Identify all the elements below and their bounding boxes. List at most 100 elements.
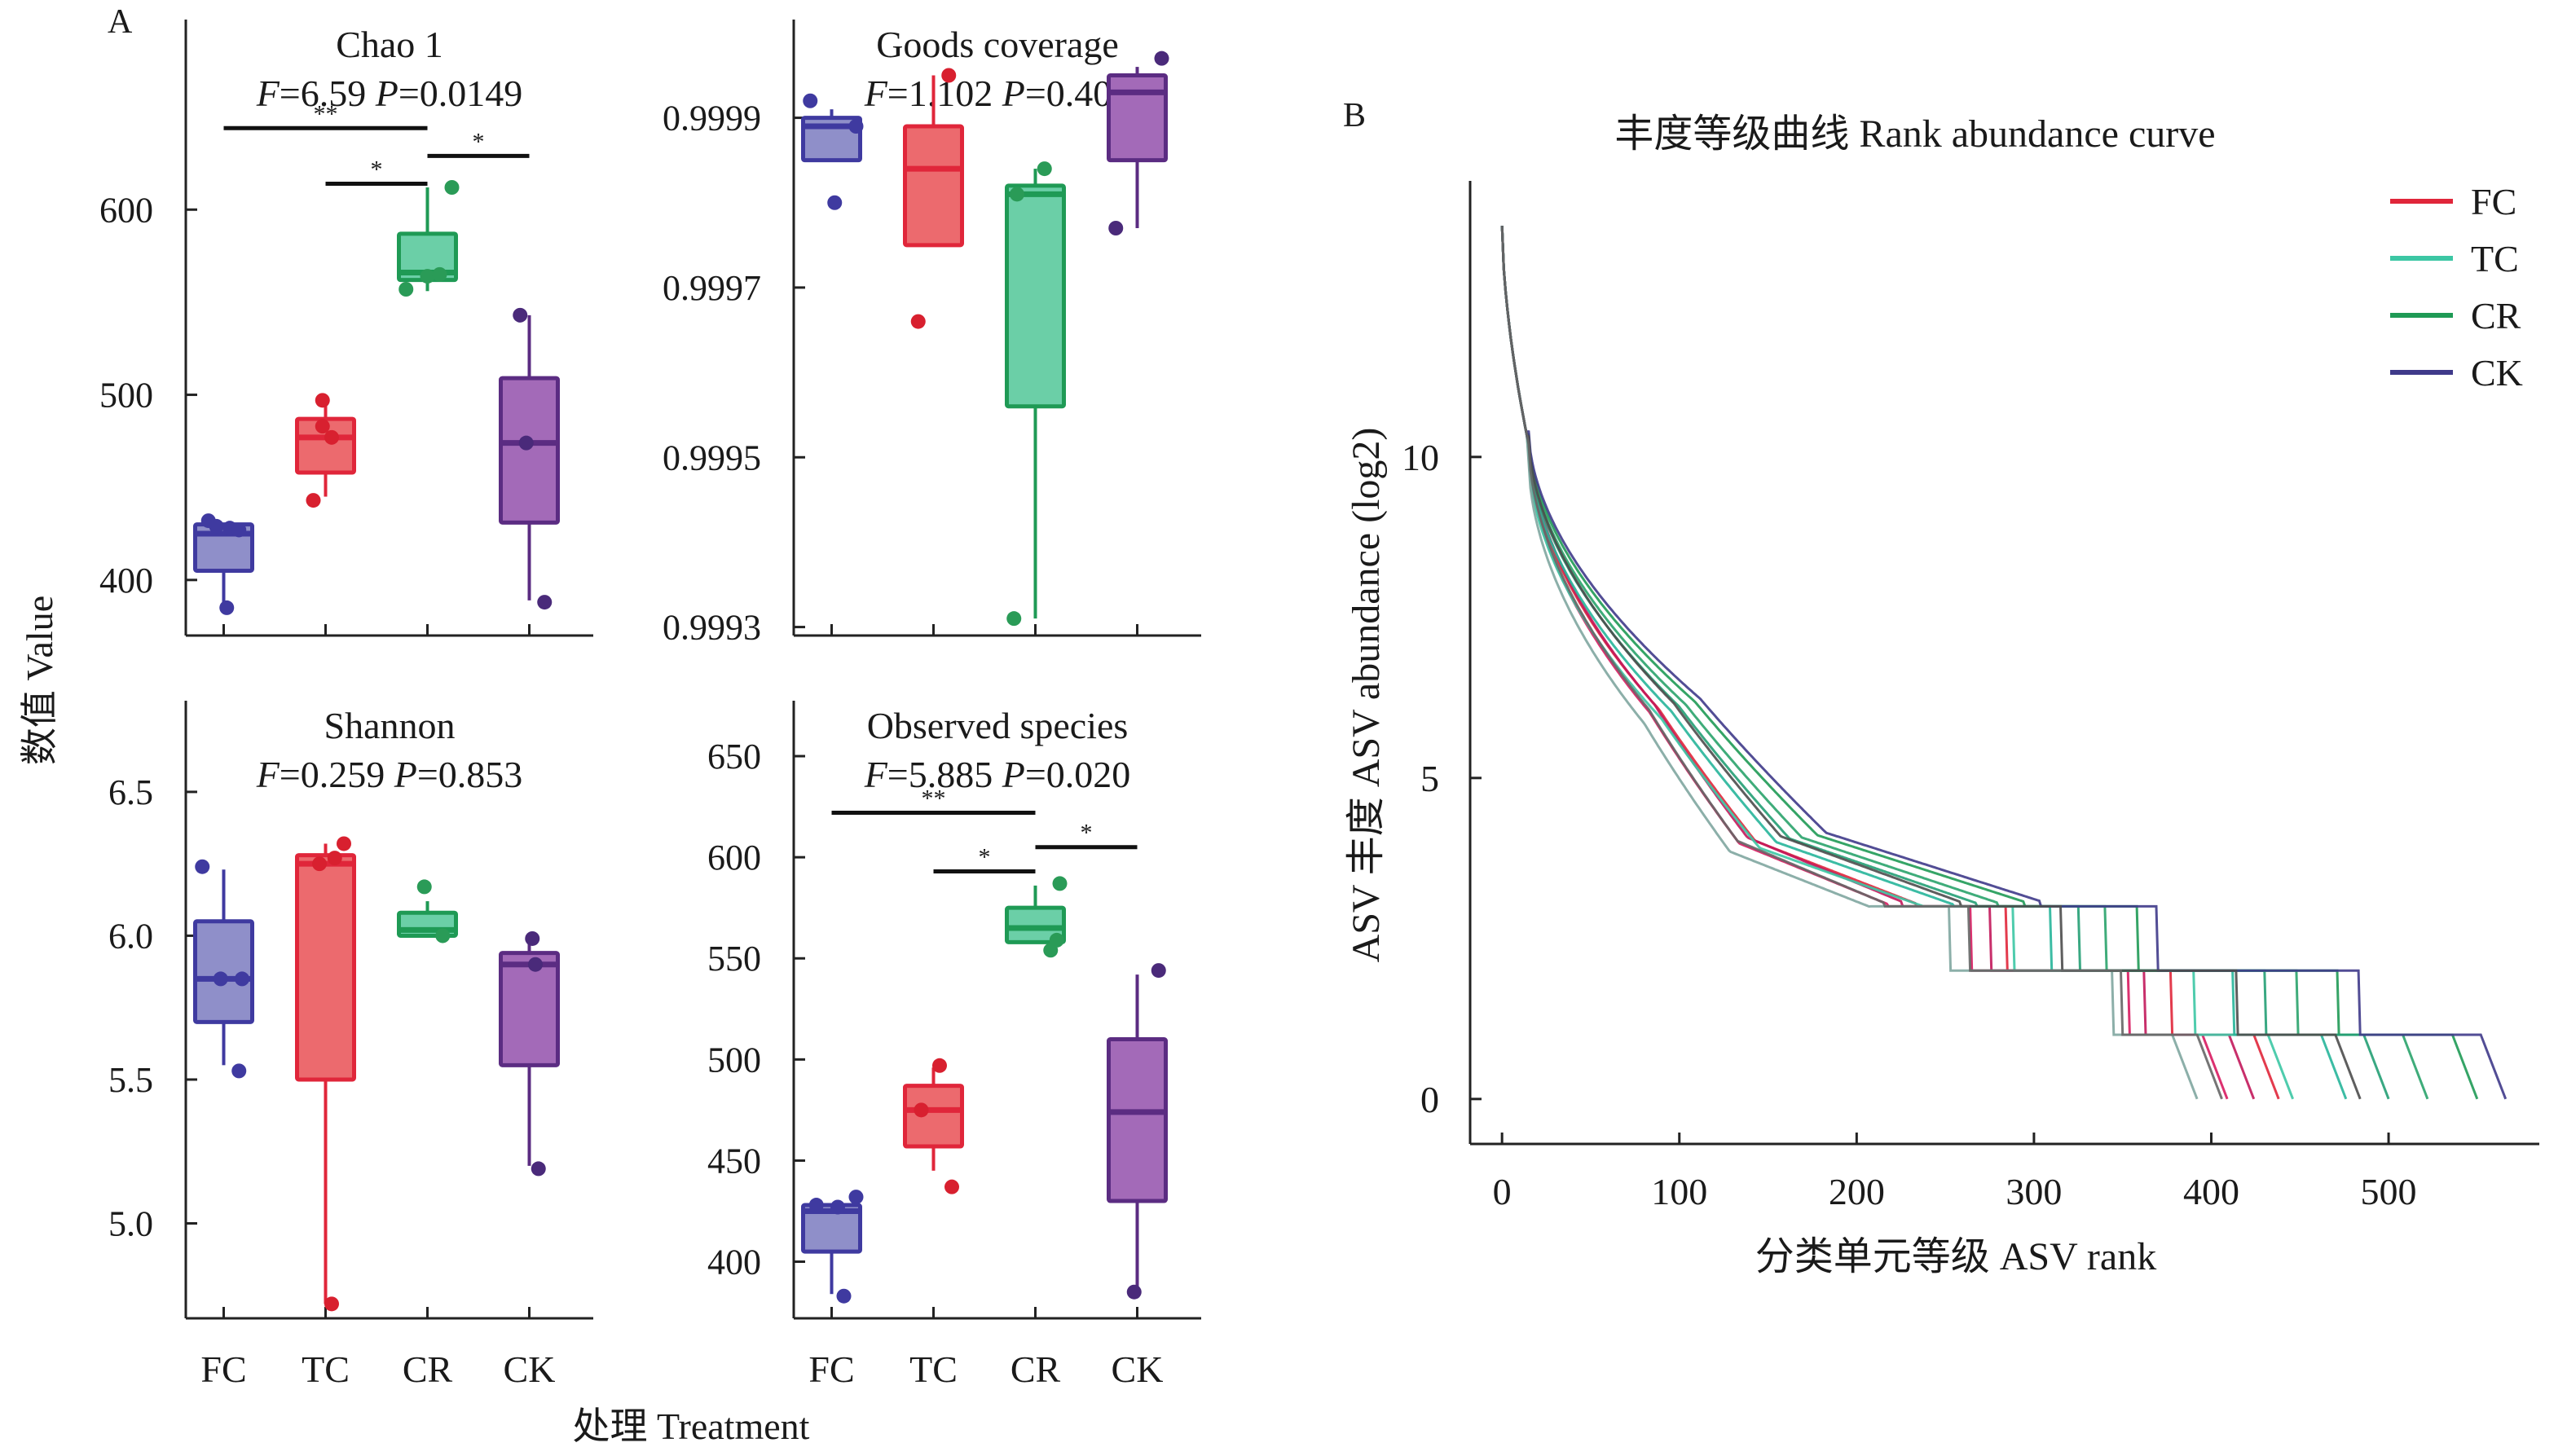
x-tick-label: TC	[302, 1348, 350, 1390]
legend-label-cr: CR	[2471, 295, 2521, 337]
box-rect	[193, 919, 254, 1024]
box-tc	[295, 393, 356, 508]
data-point	[1108, 221, 1124, 235]
x-tick-label: CR	[1011, 1348, 1061, 1390]
rank-curve-ck	[1500, 226, 2362, 1100]
stat-value: =0.020	[1025, 754, 1130, 795]
legend-label-fc: FC	[2471, 181, 2516, 222]
stat-symbol: P	[394, 754, 417, 795]
box-rect	[1005, 905, 1066, 944]
data-point	[531, 1161, 546, 1177]
x-tick-label: FC	[200, 1348, 246, 1390]
data-point	[827, 195, 843, 210]
data-point	[324, 1296, 339, 1312]
data-point	[1154, 51, 1169, 66]
x-tick-label: CK	[504, 1348, 556, 1390]
data-point	[398, 282, 414, 297]
data-point	[231, 1063, 247, 1079]
panel-title: Chao 1	[336, 24, 443, 65]
y-tick-label: 450	[707, 1141, 761, 1181]
box-fc	[193, 513, 254, 615]
rank-curve-cr	[1500, 226, 2479, 1100]
data-point	[416, 879, 432, 895]
panel-stats: F=0.259 P=0.853	[256, 754, 523, 795]
observed-species-panel: 400 450 500 550 600 650 FC TC CR CK Observed speci…	[707, 701, 1201, 1390]
data-point	[312, 856, 327, 872]
box-tc	[295, 836, 356, 1312]
legend-label-tc: TC	[2471, 238, 2519, 279]
significance-label: *	[473, 128, 485, 155]
rank-y-tick-label: 5	[1420, 758, 1439, 799]
data-point	[910, 314, 926, 329]
rank-curve-fc	[1500, 226, 2229, 1100]
data-point	[219, 600, 235, 615]
panel-stats: F=1.102 P=0.403	[864, 73, 1131, 114]
panel-title: Goods coverage	[876, 24, 1119, 65]
data-point	[315, 393, 330, 408]
data-point	[213, 971, 228, 987]
data-point	[537, 595, 553, 610]
y-tick-label: 400	[99, 561, 153, 600]
y-tick-label: 500	[99, 376, 153, 416]
panel-label-b: B	[1343, 97, 1366, 134]
data-point	[337, 836, 351, 851]
y-tick-label: 5.5	[108, 1060, 153, 1100]
box-fc	[801, 1190, 864, 1304]
stat-symbol: F	[864, 73, 888, 114]
significance-label: *	[371, 156, 383, 183]
rank-curve-ck	[1500, 226, 2223, 1100]
x-axis-label: 处理 Treatment	[573, 1405, 810, 1447]
data-point	[324, 429, 339, 445]
data-point	[435, 928, 451, 944]
box-ck	[1107, 51, 1169, 235]
data-point	[420, 269, 435, 284]
y-tick-label: 550	[707, 939, 761, 979]
rank-curve-ck	[1500, 226, 2508, 1100]
data-point	[932, 1058, 947, 1073]
data-point	[1126, 1284, 1142, 1300]
box-rect	[1005, 183, 1066, 409]
box-fc	[193, 859, 254, 1079]
rank-x-label: 分类单元等级 ASV rank	[1755, 1235, 2156, 1278]
data-point	[803, 93, 818, 108]
panel-title: Observed species	[867, 705, 1129, 746]
data-point	[848, 119, 864, 134]
data-point	[1006, 611, 1022, 627]
y-tick-label: 0.9995	[663, 438, 761, 477]
data-point	[432, 266, 447, 282]
data-point	[836, 1288, 852, 1304]
box-cr	[397, 180, 460, 297]
rank-x-tick-label: 0	[1493, 1171, 1512, 1212]
rank-y-tick-label: 10	[1402, 437, 1439, 478]
rank-curve-tc	[1500, 226, 2199, 1100]
rank-y-label: ASV 丰度 ASV abundance (log2)	[1345, 428, 1388, 963]
rank-curve-tc	[1500, 226, 2348, 1100]
panel-title: Shannon	[324, 705, 456, 746]
significance-label: *	[979, 844, 991, 871]
significance-label: **	[314, 100, 338, 127]
y-tick-label: 5.0	[108, 1203, 153, 1243]
data-point	[830, 1199, 845, 1215]
rank-x-tick-label: 300	[2006, 1171, 2062, 1212]
y-tick-label: 400	[707, 1243, 761, 1282]
stat-symbol: F	[864, 754, 888, 795]
box-cr	[1005, 161, 1066, 627]
data-point	[315, 419, 330, 434]
rank-title: 丰度等级曲线 Rank abundance curve	[1614, 112, 2215, 156]
data-point	[444, 180, 460, 195]
y-tick-label: 600	[99, 190, 153, 230]
significance-label: *	[1081, 820, 1093, 847]
x-tick-label: TC	[909, 1348, 958, 1390]
data-point	[231, 522, 247, 538]
y-tick-label: 0.9997	[663, 268, 761, 308]
x-tick-label: CR	[403, 1348, 453, 1390]
x-tick-label: CK	[1112, 1348, 1164, 1390]
box-ck	[499, 307, 560, 610]
data-point	[235, 971, 249, 987]
data-point	[1037, 161, 1052, 177]
stat-symbol: F	[256, 73, 280, 114]
y-tick-label: 0.9993	[663, 608, 761, 648]
data-point	[518, 435, 534, 451]
